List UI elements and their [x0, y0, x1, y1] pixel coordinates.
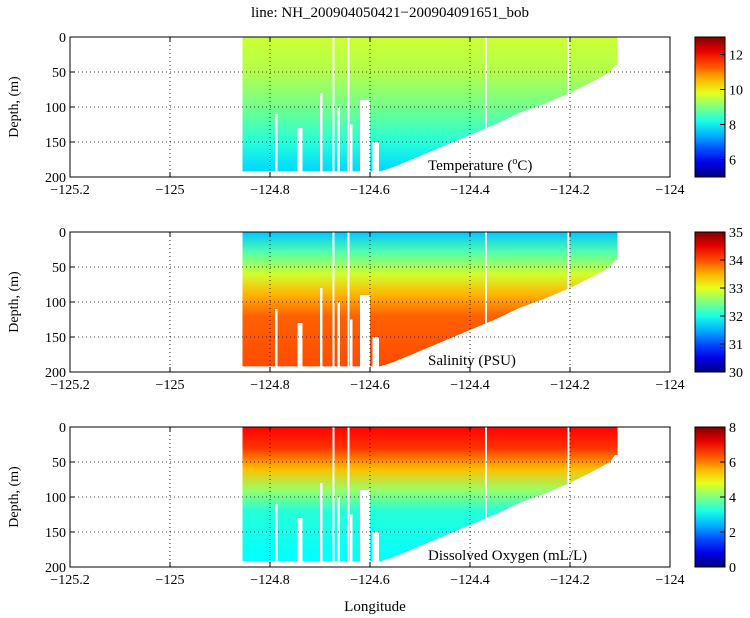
x-tick-label: −124.2	[550, 573, 589, 588]
missing-data-gap	[567, 427, 570, 567]
figure-title: line: NH_200904050421−200904091651_bob	[251, 5, 529, 21]
x-tick-label: −124.8	[250, 183, 289, 198]
missing-data-notch	[350, 319, 353, 372]
colorbar	[694, 36, 726, 178]
colorbar-tick-label: 2	[729, 526, 736, 541]
missing-data-notch	[350, 514, 353, 567]
x-tick-label: −125	[156, 183, 185, 198]
panel-annotation: Dissolved Oxygen (mL/L)	[428, 548, 587, 564]
missing-data-notch	[360, 295, 370, 372]
y-tick-label: 0	[59, 421, 66, 436]
y-tick-label: 200	[45, 171, 66, 186]
missing-data-gap	[347, 37, 350, 177]
colorbar-tick-label: 6	[729, 456, 736, 471]
x-tick-label: −124.4	[450, 378, 489, 393]
panel-annotation: Temperature (oC)	[428, 156, 532, 174]
panel-1: −125.2 −125 −124.8 −124.6 −124.4 −124.2 −124 0 5…	[7, 31, 743, 198]
missing-data-notch	[360, 100, 370, 177]
x-tick-label: −124.2	[550, 378, 589, 393]
x-tick-label: −124.6	[350, 378, 389, 393]
missing-data-notch	[275, 504, 278, 567]
y-tick-label: 100	[45, 491, 66, 506]
panels: −125.2 −125 −124.8 −124.6 −124.4 −124.2 −124 0 5…	[7, 31, 743, 588]
missing-data-gap	[567, 232, 570, 372]
y-tick-label: 0	[59, 31, 66, 46]
x-tick-label: −125	[156, 573, 185, 588]
colorbar-tick-label: 34	[729, 254, 743, 269]
x-tick-label: −124	[656, 183, 685, 198]
y-tick-label: 100	[45, 296, 66, 311]
y-tick-label: 0	[59, 226, 66, 241]
colorbar-tick-label: 12	[729, 49, 743, 64]
y-tick-label: 150	[45, 526, 66, 541]
panel-2: −125.2 −125 −124.8 −124.6 −124.4 −124.2 −124 0 5…	[7, 226, 743, 393]
colorbar-tick-label: 0	[729, 561, 736, 576]
x-tick-label: −125.2	[50, 183, 89, 198]
colorbar-tick-label: 33	[729, 282, 743, 297]
colorbar-tick-label: 6	[729, 154, 736, 169]
x-tick-label: −124.4	[450, 573, 489, 588]
colorbar-tick-label: 8	[729, 421, 736, 436]
colorbar-tick-label: 4	[729, 491, 736, 506]
y-axis-title: Depth, (m)	[7, 76, 22, 138]
y-tick-label: 200	[45, 366, 66, 381]
missing-data-notch	[320, 483, 323, 567]
y-tick-label: 150	[45, 136, 66, 151]
colorbar-tick-label: 10	[729, 84, 743, 99]
colorbar-tick-label: 31	[729, 338, 743, 353]
missing-data-notch	[360, 490, 370, 567]
colorbar-tick-label: 35	[729, 226, 743, 241]
y-tick-label: 200	[45, 561, 66, 576]
section-fill	[242, 232, 618, 367]
y-tick-label: 50	[52, 66, 66, 81]
missing-data-notch	[372, 532, 379, 567]
colorbar	[694, 231, 726, 373]
missing-data-gap	[347, 427, 350, 567]
missing-data-notch	[297, 128, 303, 177]
x-tick-label: −124.4	[450, 183, 489, 198]
missing-data-gap	[332, 37, 335, 177]
colorbar-tick-label: 30	[729, 366, 743, 381]
missing-data-notch	[297, 323, 303, 372]
section-fill	[242, 37, 618, 172]
x-tick-label: −124.6	[350, 573, 389, 588]
colorbar-tick-label: 8	[729, 119, 736, 134]
y-axis-title: Depth, (m)	[7, 466, 22, 528]
x-tick-label: −125.2	[50, 573, 89, 588]
missing-data-gap	[332, 232, 335, 372]
x-tick-label: −125	[156, 378, 185, 393]
missing-data-gap	[567, 37, 570, 177]
missing-data-notch	[350, 124, 353, 177]
missing-data-notch	[320, 288, 323, 372]
missing-data-notch	[372, 142, 379, 177]
x-tick-label: −124	[656, 378, 685, 393]
missing-data-notch	[320, 93, 323, 177]
missing-data-notch	[275, 309, 278, 372]
missing-data-notch	[275, 114, 278, 177]
panel-3: −125.2 −125 −124.8 −124.6 −124.4 −124.2 −124 0 5…	[7, 421, 736, 588]
x-tick-label: −125.2	[50, 378, 89, 393]
section-fill	[242, 427, 618, 562]
y-tick-label: 150	[45, 331, 66, 346]
y-tick-label: 100	[45, 101, 66, 116]
y-tick-label: 50	[52, 261, 66, 276]
y-tick-label: 50	[52, 456, 66, 471]
x-axis-title: Longitude	[344, 599, 406, 615]
x-tick-label: −124.6	[350, 183, 389, 198]
x-tick-label: −124.8	[250, 378, 289, 393]
x-tick-label: −124.2	[550, 183, 589, 198]
missing-data-gap	[332, 427, 335, 567]
colorbar-tick-label: 32	[729, 310, 743, 325]
panel-annotation: Salinity (PSU)	[428, 353, 516, 369]
x-tick-label: −124.8	[250, 573, 289, 588]
missing-data-notch	[372, 337, 379, 372]
missing-data-notch	[297, 518, 303, 567]
missing-data-gap	[347, 232, 350, 372]
y-axis-title: Depth, (m)	[7, 271, 22, 333]
x-tick-label: −124	[656, 573, 685, 588]
